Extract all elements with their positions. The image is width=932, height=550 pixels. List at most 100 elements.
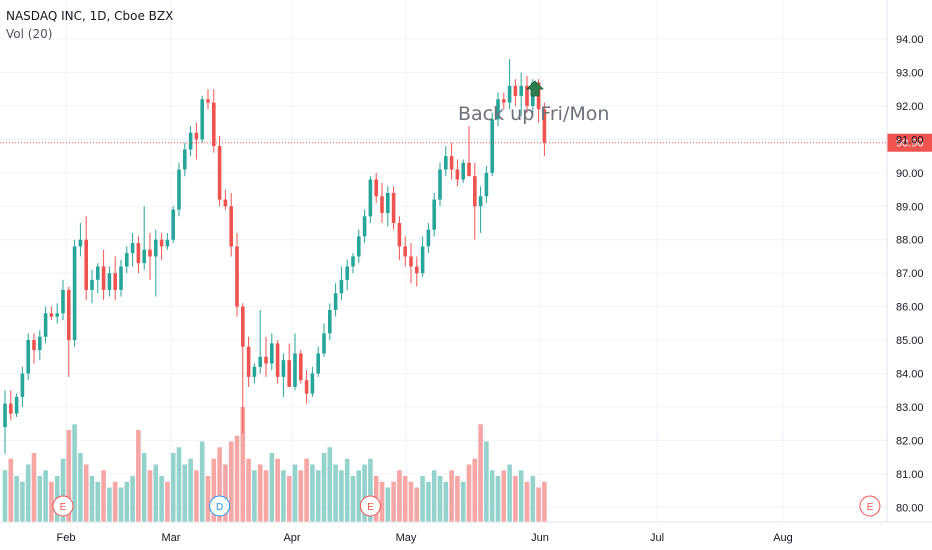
volume-bar	[228, 441, 234, 522]
volume-bar	[211, 458, 217, 522]
volume-bar	[14, 476, 19, 522]
volume-bar	[8, 458, 14, 522]
candle	[467, 126, 471, 177]
volume-legend[interactable]: Vol (20)	[6, 27, 53, 41]
chart-annotation[interactable]: Back up Fri/Mon	[458, 80, 609, 125]
price-axis[interactable]: 94.00 93.00 92.00 91.00 90.00 89.00 88.00 87.00…	[886, 0, 924, 522]
volume-bar	[188, 458, 193, 522]
candle	[519, 72, 523, 116]
price-tick-label: 83.00	[896, 402, 924, 414]
volume-bar	[130, 476, 135, 522]
volume-bar	[414, 487, 420, 522]
volume-bar	[518, 470, 524, 522]
price-tick-label: 86.00	[896, 302, 924, 314]
candle	[258, 309, 262, 374]
price-tick-label: 85.00	[896, 335, 924, 347]
volume-bar	[426, 481, 431, 522]
candle	[229, 192, 233, 257]
candle	[449, 142, 454, 180]
candle	[525, 75, 529, 113]
candle	[223, 189, 228, 210]
time-tick-label: Aug	[773, 532, 793, 544]
candle	[154, 229, 158, 297]
annotation-text: Back up Fri/Mon	[458, 103, 609, 125]
candle	[49, 306, 54, 320]
volume-bar	[542, 481, 547, 522]
volume-bar	[460, 481, 466, 522]
volume-bar	[275, 458, 280, 522]
candle	[496, 92, 500, 126]
candle	[264, 336, 268, 377]
candle	[212, 89, 216, 153]
volume-bar	[333, 464, 338, 522]
volume-bar	[199, 441, 205, 522]
volume-bar	[246, 458, 251, 522]
volume-bar	[136, 430, 141, 522]
candle	[310, 366, 315, 397]
symbol-legend[interactable]: NASDAQ INC, 1D, Cboe BZX	[6, 9, 174, 23]
volume-bar	[153, 464, 159, 522]
candle	[159, 233, 164, 260]
volume-bar	[194, 470, 199, 522]
volume-bar	[31, 453, 37, 522]
volume-bar	[257, 464, 263, 522]
volume-bar	[524, 481, 530, 522]
candle	[252, 363, 257, 384]
volume-bar	[489, 470, 495, 522]
candle	[490, 112, 494, 177]
volume-bar	[72, 424, 77, 522]
event-marker[interactable]: E	[359, 495, 381, 517]
candle	[38, 330, 42, 361]
candle	[374, 172, 378, 203]
candle	[142, 206, 146, 270]
volume-bar	[107, 487, 112, 522]
candle	[270, 333, 274, 371]
volume-bar	[2, 470, 8, 522]
candle	[67, 286, 71, 377]
candle	[380, 182, 384, 223]
volume-bar	[310, 464, 315, 522]
price-tick-label: 80.00	[896, 502, 924, 514]
volume-bar	[147, 470, 153, 522]
price-tick-label: 89.00	[896, 201, 924, 213]
volume-bar	[205, 476, 211, 522]
volume-bar	[420, 476, 425, 522]
svg-text:D: D	[216, 502, 223, 513]
volume-bar	[281, 470, 286, 522]
volume-bar	[118, 487, 124, 522]
price-tick-label: 94.00	[896, 34, 924, 46]
volume-bar	[252, 470, 257, 522]
candle	[409, 243, 413, 284]
volume-bar	[362, 464, 367, 522]
candle	[55, 303, 59, 324]
volume-bar	[141, 453, 147, 522]
volume-bar	[89, 476, 95, 522]
event-marker[interactable]: E	[52, 495, 74, 517]
time-tick-label: Mar	[162, 532, 181, 544]
event-marker[interactable]: E	[859, 495, 881, 517]
candle	[20, 366, 25, 407]
svg-text:E: E	[367, 502, 374, 513]
candle	[333, 283, 338, 317]
volume-bar	[66, 430, 72, 522]
volume-bar	[176, 447, 182, 522]
price-tick-label: 88.00	[896, 235, 924, 247]
candle	[217, 136, 222, 207]
candle	[90, 269, 94, 304]
time-axis[interactable]: Feb Mar Apr May Jun Jul Aug	[0, 521, 932, 544]
volume-bar	[124, 481, 130, 522]
candle	[397, 216, 402, 260]
volume-bar	[49, 481, 54, 522]
price-tick-label: 87.00	[896, 268, 924, 280]
event-marker[interactable]: D	[209, 495, 231, 517]
svg-text:E: E	[60, 502, 67, 513]
volume-bar	[25, 464, 31, 522]
time-tick-label: Jun	[531, 532, 549, 544]
candle	[188, 126, 193, 157]
candle	[43, 306, 48, 344]
candle	[84, 216, 88, 300]
volume-bar	[402, 476, 408, 522]
volume-bar	[20, 481, 25, 522]
